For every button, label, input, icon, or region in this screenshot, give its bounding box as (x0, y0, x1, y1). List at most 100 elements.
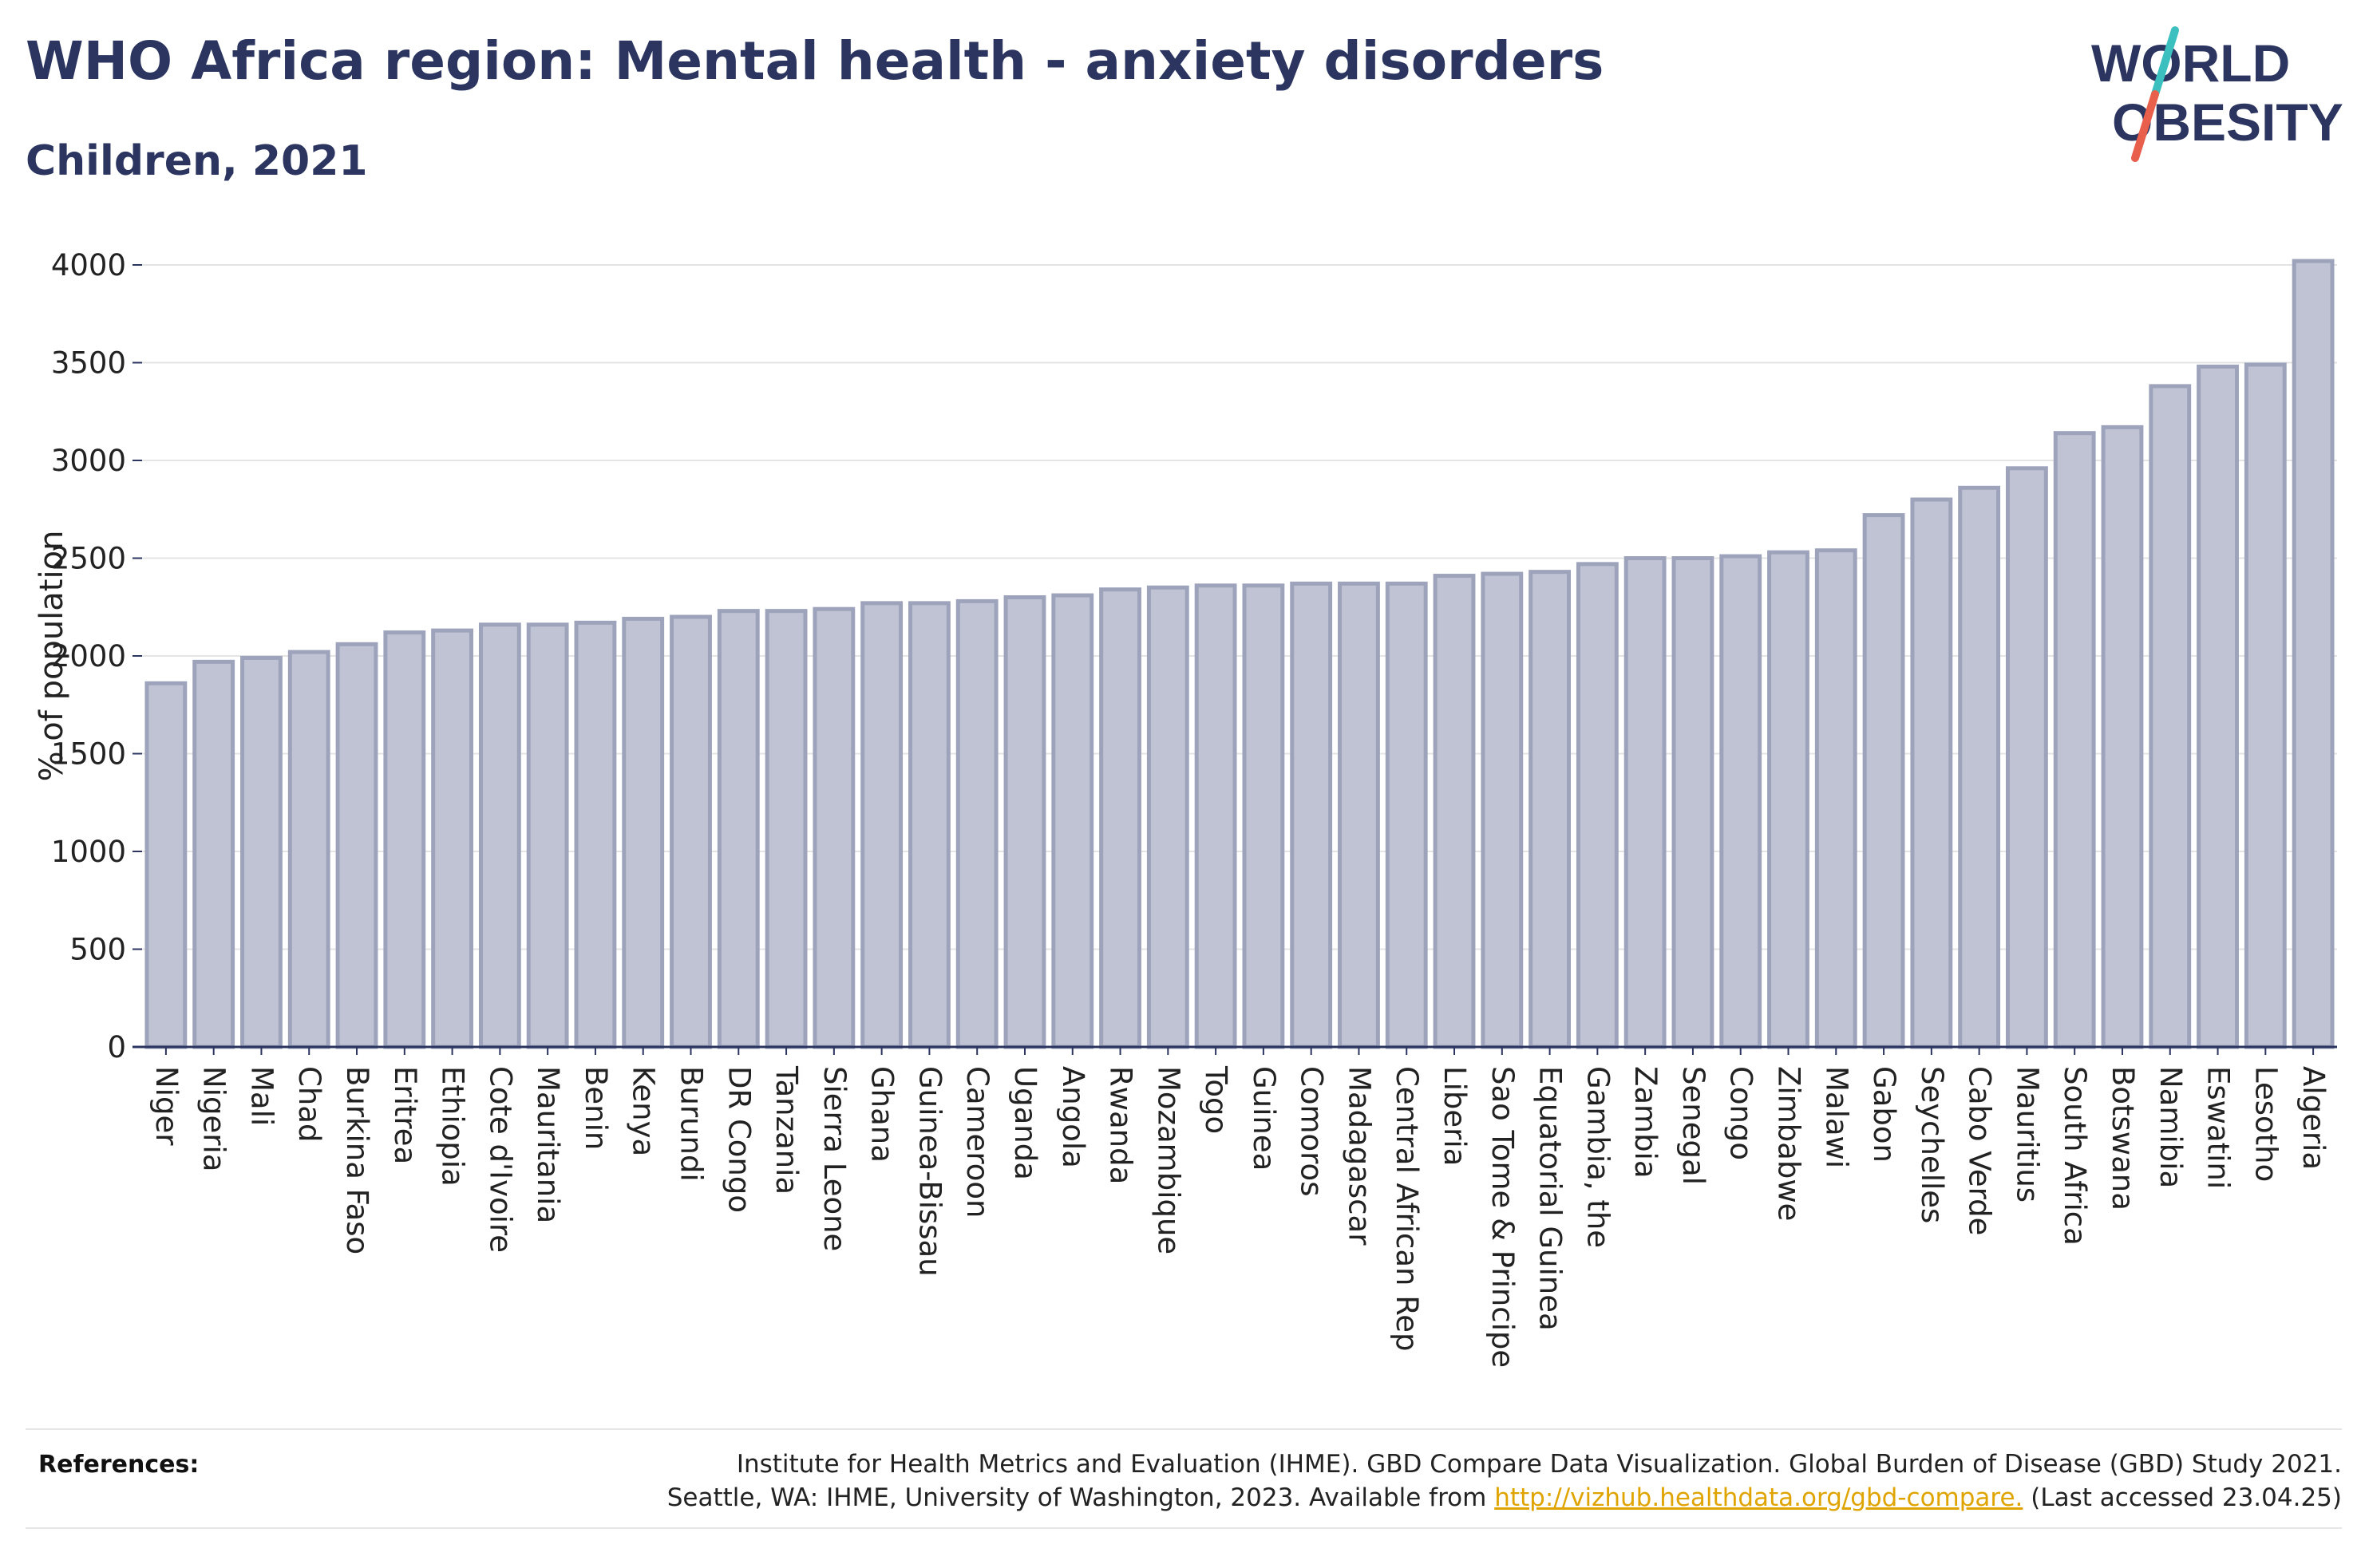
y-tick-label: 4000 (51, 248, 126, 282)
x-tick-label: Sierra Leone (817, 1066, 852, 1251)
y-axis-label: % of population (34, 531, 70, 782)
bar-mauritius (2006, 466, 2048, 1049)
y-tick-label: 2500 (51, 542, 126, 576)
x-tick-label: Mauritius (2010, 1066, 2044, 1203)
bar-central-african-rep (1385, 581, 1428, 1049)
bar-eritrea (383, 630, 426, 1049)
x-tick-label: Zimbabwe (1772, 1066, 1806, 1221)
bar-senegal (1671, 556, 1714, 1049)
x-tick-label: Madagascar (1342, 1066, 1376, 1246)
y-tick-label: 1500 (51, 737, 126, 772)
bar-algeria (2292, 259, 2335, 1049)
x-tick-label: Uganda (1008, 1066, 1042, 1180)
page-subtitle: Children, 2021 (26, 137, 368, 185)
bar-eswatini (2197, 364, 2239, 1049)
x-tick-label: Congo (1724, 1066, 1758, 1160)
bar-namibia (2149, 384, 2192, 1049)
bar-niger (144, 681, 188, 1049)
x-tick-label: Nigeria (197, 1066, 231, 1171)
x-tick-label: Burkina Faso (340, 1066, 374, 1254)
x-tick-label: Guinea-Bissau (912, 1066, 947, 1277)
logo-slash-coral (2131, 90, 2159, 162)
y-tick-label: 3000 (51, 444, 126, 478)
bar-guinea (1242, 583, 1285, 1049)
x-tick-label: Kenya (627, 1066, 661, 1156)
bar-comoros (1290, 581, 1333, 1049)
logo-slash-teal (2151, 26, 2179, 98)
x-tick-label: Gambia, the (1580, 1066, 1615, 1248)
bar-south-africa (2053, 431, 2096, 1049)
bar-ethiopia (431, 628, 473, 1049)
x-tick-label: Rwanda (1104, 1066, 1138, 1184)
x-tick-label: Angola (1056, 1066, 1090, 1168)
bar-cameroon (955, 598, 999, 1049)
x-tick-label: Mozambique (1151, 1066, 1185, 1254)
x-tick-label: Eswatini (2201, 1066, 2236, 1189)
x-tick-label: Niger (149, 1066, 184, 1146)
bar-lesotho (2244, 362, 2287, 1049)
bar-madagascar (1338, 581, 1380, 1049)
y-tick-label: 3500 (51, 346, 126, 381)
x-tick-label: Senegal (1676, 1066, 1710, 1185)
world-obesity-logo: WORLD OBESITY (2091, 26, 2343, 162)
bar-nigeria (192, 659, 235, 1049)
bar-dr-congo (717, 609, 760, 1049)
x-tick-label: Gabon (1867, 1066, 1901, 1163)
x-tick-label: Central African Rep (1390, 1066, 1424, 1352)
references-text: Institute for Health Metrics and Evaluat… (667, 1448, 2342, 1515)
reference-line-2: Seattle, WA: IHME, University of Washing… (667, 1481, 2342, 1515)
x-tick-label: Seychelles (1915, 1066, 1949, 1223)
bars (144, 259, 2335, 1049)
bar-tanzania (765, 609, 808, 1049)
x-tick-label: Mali (244, 1066, 279, 1126)
logo-text-world: WORLD (2091, 34, 2290, 93)
x-tick-label: Malawi (1819, 1066, 1853, 1168)
x-tick-label: Eritrea (388, 1066, 422, 1164)
x-tick-label: Algeria (2296, 1066, 2331, 1170)
x-tick-label: Equatorial Guinea (1533, 1066, 1568, 1331)
x-tick-label: Botswana (2106, 1066, 2140, 1211)
bar-gambia-the (1576, 562, 1619, 1049)
x-tick-label: DR Congo (722, 1066, 756, 1213)
x-tick-label: Ghana (865, 1066, 900, 1163)
bar-seychelles (1910, 497, 1953, 1049)
bar-mali (240, 655, 283, 1049)
y-tick-label: 2000 (51, 639, 126, 673)
x-tick-label: Guinea (1247, 1066, 1281, 1171)
bar-cote-d-ivoire (478, 622, 521, 1049)
bar-ghana (860, 601, 904, 1049)
x-tick-label: Cabo Verde (1963, 1066, 1997, 1235)
x-tick-label: Mauritania (531, 1066, 565, 1223)
x-tick-label: South Africa (2058, 1066, 2092, 1246)
x-tick-label: Zambia (1628, 1066, 1663, 1179)
x-tick-label: Namibia (2153, 1066, 2188, 1188)
bar-sierra-leone (813, 606, 856, 1049)
x-tick-label: Chad (292, 1066, 326, 1142)
bar-congo (1719, 554, 1762, 1049)
x-axis-ticks: Niger Nigeria Mali Chad Burkina Faso Eritrea E… (149, 1047, 2331, 1368)
x-tick-label: Togo (1199, 1065, 1233, 1134)
x-tick-label: Cameroon (960, 1066, 995, 1218)
bar-kenya (622, 616, 665, 1049)
bar-mauritania (526, 622, 569, 1049)
bar-sao-tome-principe (1481, 571, 1524, 1049)
x-tick-label: Lesotho (2248, 1066, 2283, 1182)
bar-botswana (2101, 425, 2144, 1049)
bar-benin (574, 620, 617, 1049)
y-tick-label: 500 (69, 933, 126, 967)
bar-mozambique (1146, 585, 1189, 1049)
x-tick-label: Ethiopia (436, 1066, 470, 1187)
y-tick-label: 1000 (51, 835, 126, 869)
bar-uganda (1003, 595, 1046, 1049)
reference-link[interactable]: http://vizhub.healthdata.org/gbd-compare… (1494, 1483, 2023, 1512)
bar-burkina-faso (335, 642, 378, 1049)
x-tick-label: Tanzania (769, 1065, 804, 1195)
reference-line-1: Institute for Health Metrics and Evaluat… (736, 1450, 2342, 1479)
bar-zimbabwe (1767, 550, 1809, 1049)
bar-gabon (1862, 513, 1905, 1049)
bar-equatorial-guinea (1529, 570, 1572, 1049)
references-label: References: (38, 1451, 200, 1479)
bar-guinea-bissau (908, 601, 951, 1049)
reference-line-2-start: Seattle, WA: IHME, University of Washing… (666, 1483, 1495, 1512)
